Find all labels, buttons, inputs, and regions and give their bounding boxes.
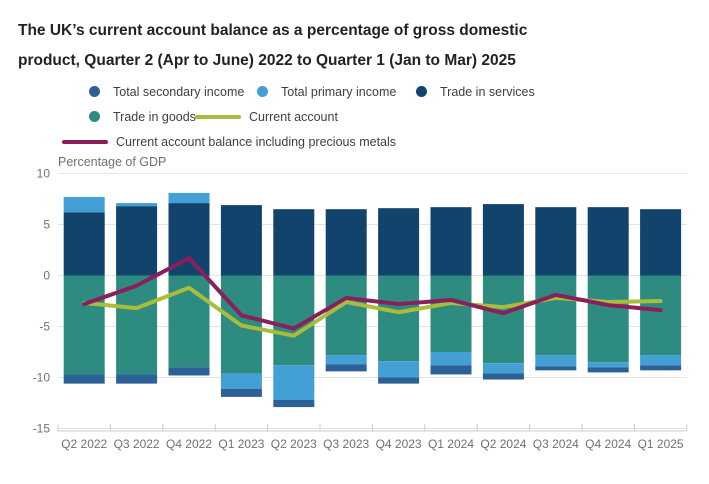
legend-line-icon xyxy=(195,114,241,119)
x-axis-tick-label: Q2 2022 xyxy=(61,437,107,451)
legend-item-total-secondary-income[interactable]: Total secondary income xyxy=(89,84,244,99)
y-axis-tick-label: -15 xyxy=(33,422,51,436)
y-axis-tick-label: -10 xyxy=(33,371,51,385)
bar-segment xyxy=(535,207,577,276)
line-current-account xyxy=(82,285,663,338)
legend-item-trade-in-goods[interactable]: Trade in goods xyxy=(89,109,196,124)
bar-segment xyxy=(273,365,315,400)
bar-segment xyxy=(430,207,472,276)
bar-segment xyxy=(325,275,367,356)
y-axis-tick-label: 5 xyxy=(43,218,50,232)
bar-segment xyxy=(168,367,210,376)
bar-segment xyxy=(482,275,524,364)
bar-segment xyxy=(168,275,210,368)
bar-segment xyxy=(378,275,420,362)
bar-segment xyxy=(430,352,472,366)
x-axis-tick-label: Q4 2022 xyxy=(166,437,212,451)
bar-segment xyxy=(535,366,577,371)
bar-segment xyxy=(587,275,629,363)
bar-segment xyxy=(378,361,420,378)
x-axis-tick-label: Q1 2025 xyxy=(638,437,684,451)
bar-segment xyxy=(116,206,158,276)
legend-label: Total primary income xyxy=(281,84,397,99)
bar-segment xyxy=(63,196,105,213)
bar-segment xyxy=(325,209,367,276)
x-axis-tick-label: Q3 2022 xyxy=(114,437,160,451)
line-current-account-balance-including-precious-metals xyxy=(82,256,663,331)
bar-segment xyxy=(116,374,158,384)
bar-segment xyxy=(430,365,472,375)
x-axis-tick-label: Q2 2024 xyxy=(480,437,526,451)
bar-segment xyxy=(220,373,262,389)
legend-item-total-primary-income[interactable]: Total primary income xyxy=(257,84,396,99)
x-axis-tick-label: Q3 2024 xyxy=(533,437,579,451)
bar-segment xyxy=(378,208,420,276)
legend-item-current-account[interactable]: Current account xyxy=(195,109,338,124)
bar-segment xyxy=(587,362,629,368)
x-axis-tick-label: Q2 2023 xyxy=(271,437,317,451)
bar-segment xyxy=(640,355,682,366)
x-axis-tick-label: Q1 2023 xyxy=(218,437,264,451)
bar-segment xyxy=(430,275,472,352)
bar-segment xyxy=(482,204,524,276)
legend-label: Total secondary income xyxy=(113,84,245,99)
bar-segment xyxy=(168,192,210,204)
y-axis-tick-label: 0 xyxy=(43,269,50,283)
x-axis-tick-label: Q1 2024 xyxy=(428,437,474,451)
y-axis-tick-label: -5 xyxy=(39,320,50,334)
x-axis-tick-label: Q3 2023 xyxy=(323,437,369,451)
bar-segment xyxy=(63,275,105,375)
bar-segment xyxy=(535,355,577,367)
bar-segment xyxy=(325,355,367,365)
bar-segment xyxy=(220,388,262,397)
bar-segment xyxy=(587,207,629,276)
legend-label: Trade in goods xyxy=(113,109,196,124)
chart-canvas: 10 5 0 -5 -10 -15 Percentage of GDP Q2 2022 Q3 2… xyxy=(33,155,688,451)
bar-segment xyxy=(640,365,682,371)
chart-legend: Total secondary income Total primary inco… xyxy=(0,0,709,160)
legend-dot-icon xyxy=(89,111,100,122)
bar-segment xyxy=(63,212,105,276)
bar-segment xyxy=(378,377,420,384)
bar-segment xyxy=(273,209,315,276)
y-axis-tick-label: 10 xyxy=(37,167,51,181)
legend-label: Current account balance including precio… xyxy=(116,134,397,149)
bar-segment xyxy=(535,275,577,356)
page-title: The UK’s current account balance as a pe… xyxy=(18,22,528,70)
bar-segment xyxy=(273,399,315,408)
x-axis-tick-label: Q4 2024 xyxy=(585,437,631,451)
legend-dot-icon xyxy=(89,86,100,97)
legend-dot-icon xyxy=(257,86,268,97)
bar-segment xyxy=(482,373,524,380)
bar-segment xyxy=(640,275,682,356)
bar-segment xyxy=(325,364,367,372)
bar-segment xyxy=(640,209,682,276)
bar-segment xyxy=(220,205,262,276)
legend-label: Trade in services xyxy=(440,84,535,99)
bar-segment xyxy=(482,363,524,374)
bar-segment xyxy=(587,367,629,373)
y-axis-title: Percentage of GDP xyxy=(58,155,166,169)
legend-dot-icon xyxy=(416,86,427,97)
legend-item-trade-in-services[interactable]: Trade in services xyxy=(416,84,535,99)
legend-label: Current account xyxy=(249,109,338,124)
bar-segment xyxy=(116,203,158,207)
legend-line-icon xyxy=(62,139,108,144)
x-axis-tick-label: Q4 2023 xyxy=(376,437,422,451)
bar-segment xyxy=(63,374,105,384)
legend-item-current-account-balance-including-precious-metals[interactable]: Current account balance including precio… xyxy=(62,134,396,149)
